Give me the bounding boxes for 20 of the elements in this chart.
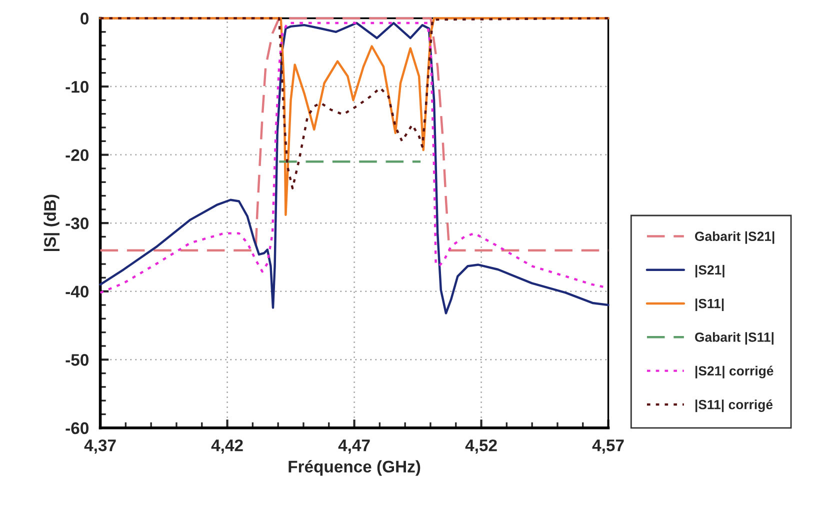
x-tick-label: 4,42: [211, 439, 243, 454]
x-tick-label: 4,47: [338, 440, 370, 454]
y-axis-title: |S| (dB): [44, 194, 60, 252]
legend-label: Gabarit |S11|: [695, 332, 774, 345]
y-tick-label: 0: [80, 12, 88, 24]
legend-label: Gabarit |S21|: [695, 231, 774, 244]
y-tick-label: -60: [66, 422, 88, 434]
y-tick-label: -30: [66, 217, 88, 230]
y-tick-label: -50: [66, 354, 88, 366]
y-tick-label: -10: [66, 80, 88, 93]
legend-label: |S11| corrigé: [695, 399, 773, 412]
legend-label: |S21|: [695, 264, 724, 278]
legend-label: |S21| corrigé: [695, 366, 774, 378]
x-tick-label: 4,37: [84, 439, 116, 454]
x-tick-label: 4,52: [465, 439, 497, 454]
y-tick-label: -20: [66, 149, 88, 162]
legend-label: |S11|: [695, 298, 724, 312]
x-axis-title: Fréquence (GHz): [288, 460, 420, 476]
y-tick-label: -40: [66, 286, 88, 298]
x-tick-label: 4,57: [592, 440, 624, 454]
